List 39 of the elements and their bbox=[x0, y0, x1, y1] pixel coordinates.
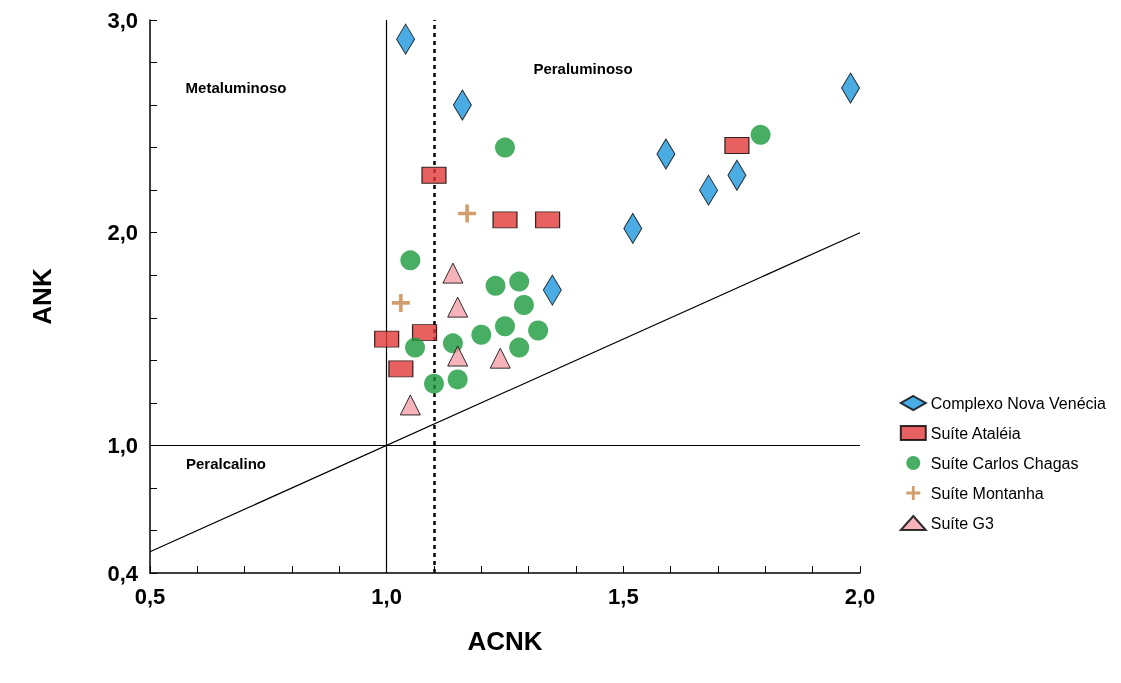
x-tick-label: 1,0 bbox=[371, 583, 402, 609]
point bbox=[495, 137, 515, 158]
legend-label: Suíte Ataléia bbox=[930, 424, 1021, 442]
point bbox=[528, 320, 549, 341]
point bbox=[485, 275, 506, 296]
y-tick-label: 1,0 bbox=[107, 432, 138, 458]
point bbox=[442, 333, 463, 354]
point bbox=[489, 347, 511, 369]
x-tick-label: 2,0 bbox=[844, 583, 876, 609]
point bbox=[509, 271, 530, 292]
point bbox=[399, 394, 421, 416]
x-tick-label: 0,5 bbox=[134, 583, 166, 609]
annotation: Peralcalino bbox=[185, 454, 267, 472]
y-axis-title: ANK bbox=[27, 268, 57, 325]
legend-label: Suíte G3 bbox=[930, 514, 995, 532]
legend-label: Complexo Nova Venécia bbox=[930, 394, 1107, 412]
x-axis-title: ACNK bbox=[467, 626, 543, 656]
y-tick-label: 2,0 bbox=[107, 220, 138, 246]
point bbox=[495, 316, 515, 337]
y-tick-label: 0,4 bbox=[107, 560, 139, 586]
point bbox=[509, 337, 530, 358]
point bbox=[442, 262, 464, 284]
point bbox=[447, 345, 469, 367]
legend-label: Suíte Carlos Chagas bbox=[930, 454, 1079, 472]
point bbox=[513, 295, 534, 315]
point bbox=[471, 324, 492, 345]
annotation: Metaluminoso bbox=[185, 78, 287, 96]
point bbox=[424, 373, 444, 394]
point bbox=[447, 369, 468, 390]
point bbox=[447, 296, 469, 318]
point bbox=[391, 293, 410, 312]
point bbox=[750, 124, 771, 145]
x-tick-label: 1,5 bbox=[608, 583, 639, 609]
annotation: Peraluminoso bbox=[533, 59, 633, 77]
point bbox=[458, 204, 477, 223]
y-tick-label: 3,0 bbox=[107, 7, 138, 33]
legend-label: Suíte Montanha bbox=[930, 484, 1044, 502]
point bbox=[400, 250, 421, 271]
point bbox=[405, 337, 426, 358]
